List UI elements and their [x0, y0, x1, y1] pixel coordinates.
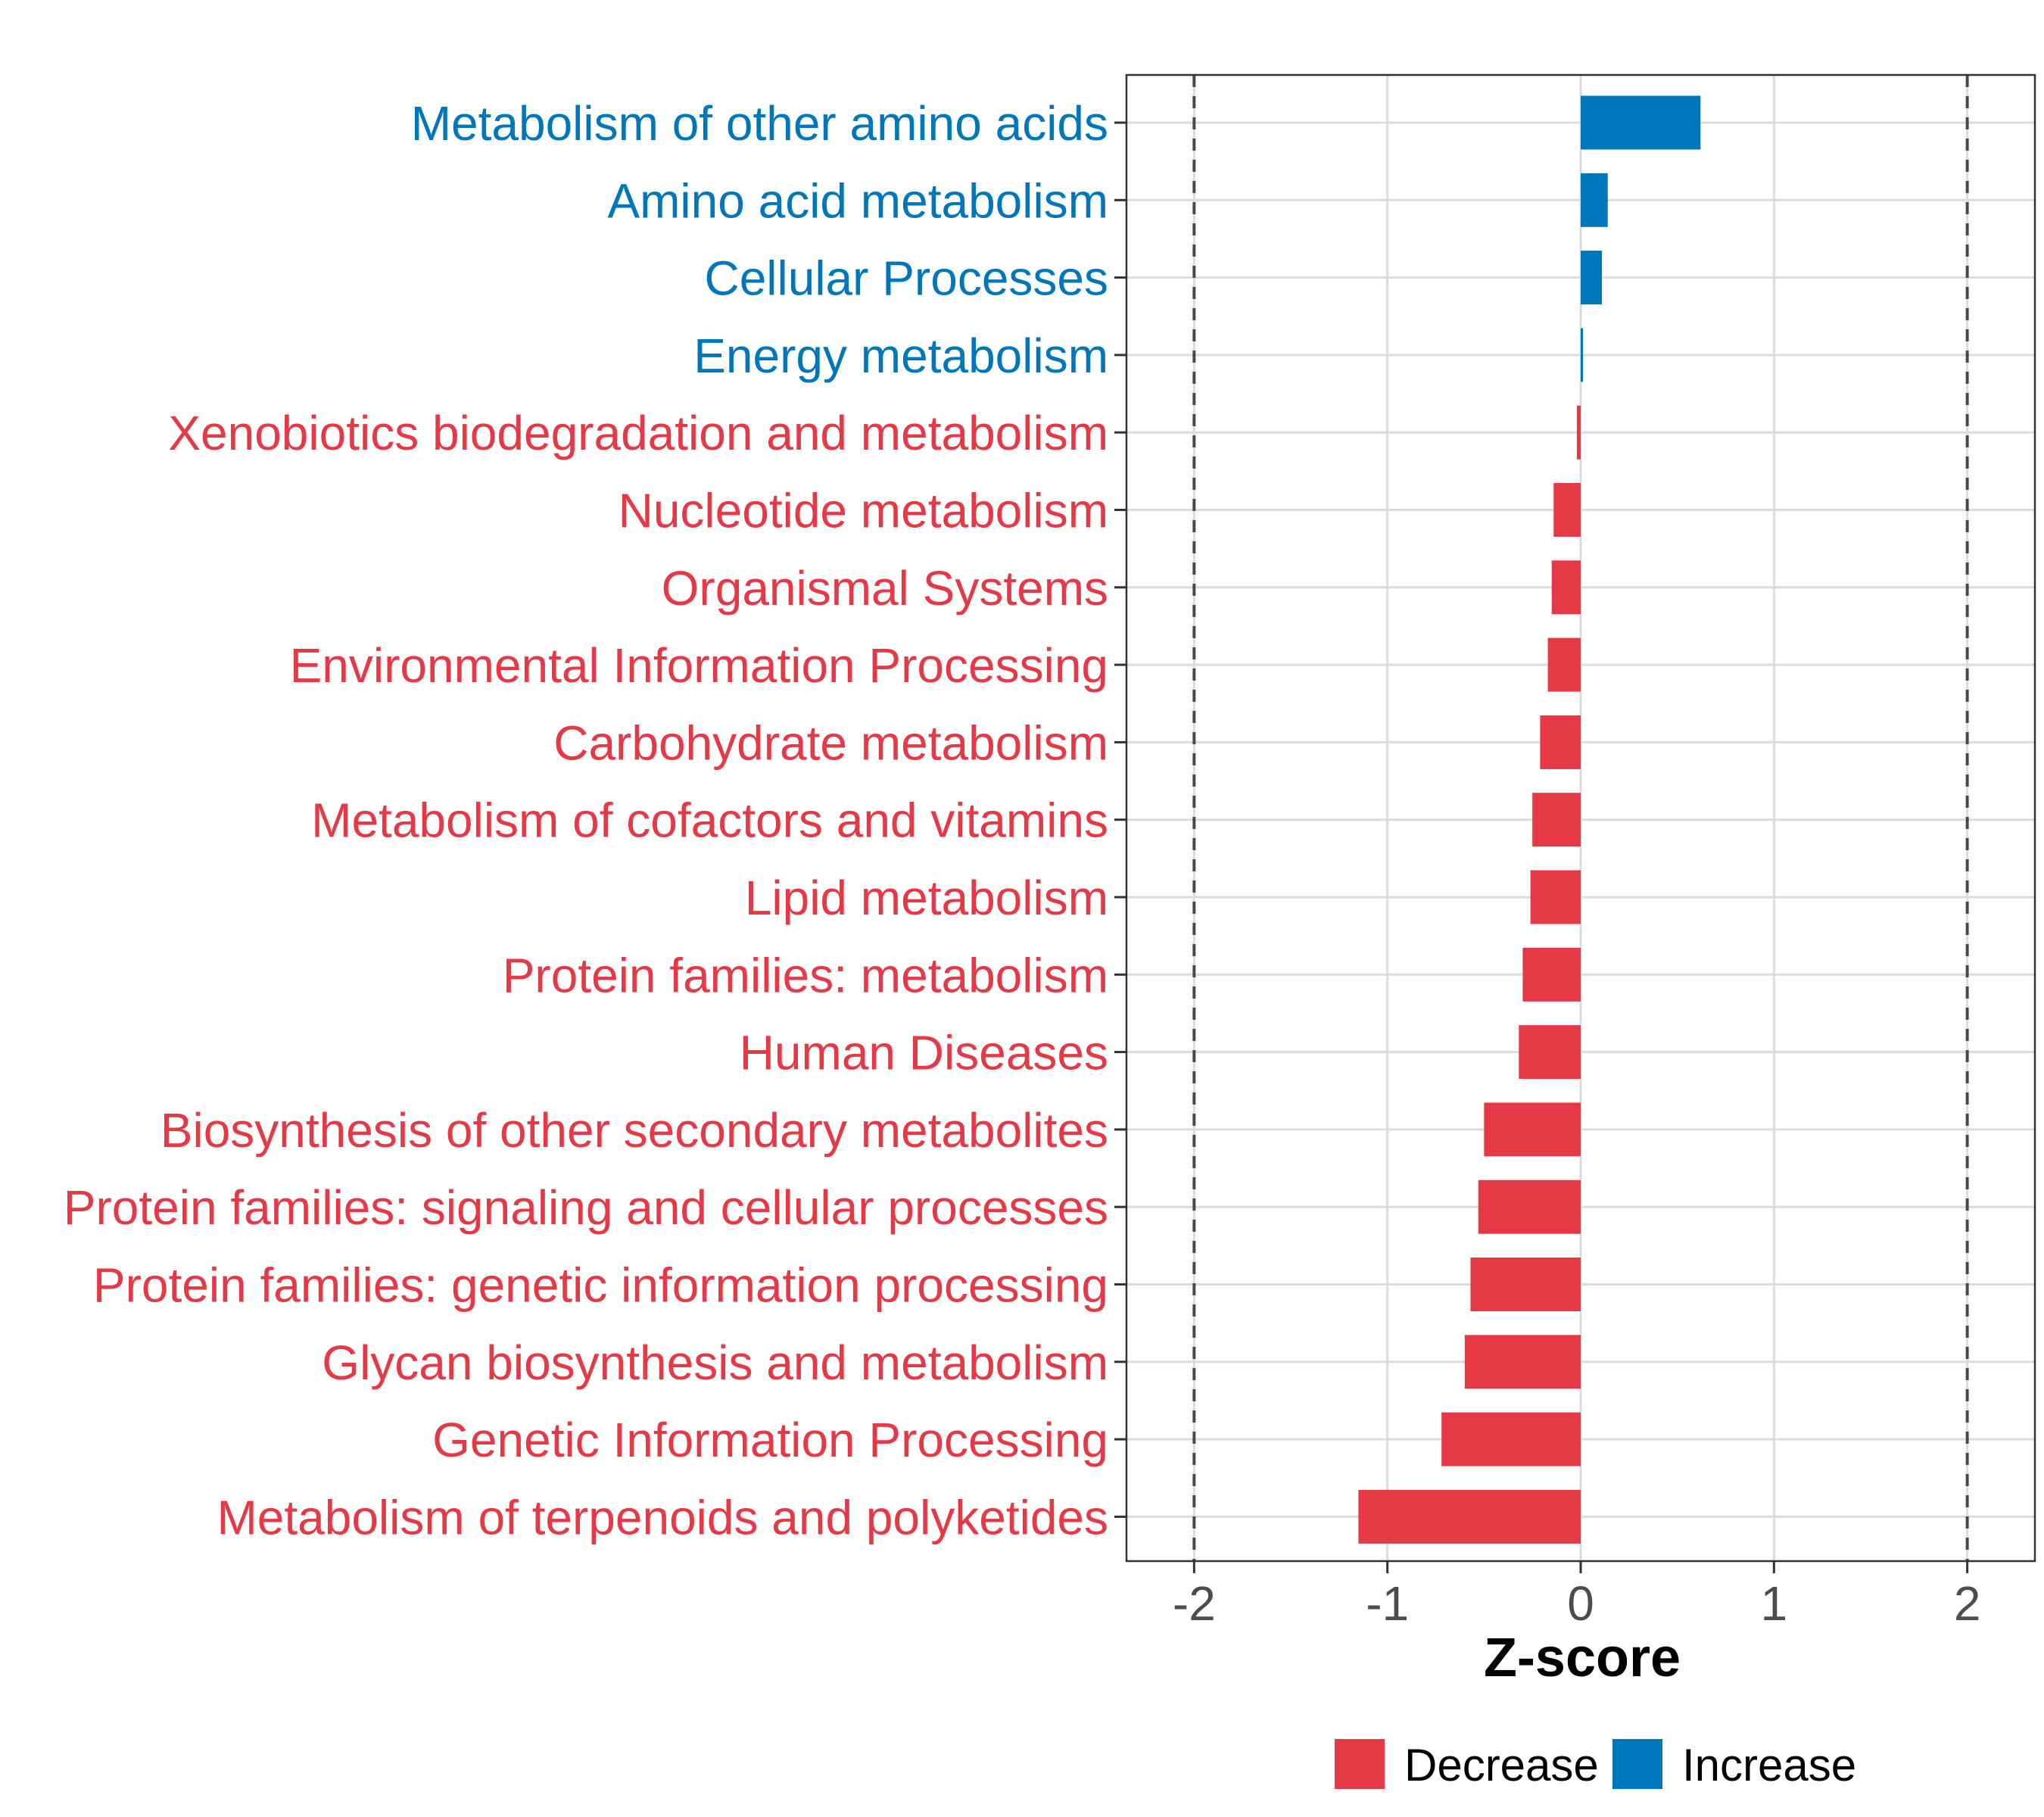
bar	[1519, 1025, 1581, 1080]
legend-swatch-decrease	[1335, 1739, 1385, 1789]
bar	[1530, 870, 1581, 924]
category-label: Human Diseases	[740, 1026, 1108, 1080]
legend-label-decrease: Decrease	[1404, 1740, 1599, 1791]
bar	[1470, 1258, 1581, 1311]
category-label: Nucleotide metabolism	[618, 484, 1108, 538]
category-label: Glycan biosynthesis and metabolism	[322, 1335, 1108, 1390]
category-label: Energy metabolism	[693, 329, 1108, 383]
category-label: Protein families: metabolism	[503, 948, 1108, 1002]
bar	[1478, 1180, 1581, 1234]
x-tick-label: 0	[1567, 1576, 1594, 1631]
legend-label-increase: Increase	[1682, 1740, 1856, 1791]
x-axis-ticks: -2 -1 0 1 2	[1173, 1561, 1981, 1631]
category-label: Protein families: genetic information pr…	[93, 1258, 1108, 1313]
category-label: Protein families: signaling and cellular…	[64, 1180, 1108, 1235]
category-label: Amino acid metabolism	[607, 173, 1108, 228]
reference-lines	[1192, 75, 1969, 1561]
legend: Decrease Increase	[1335, 1739, 1856, 1791]
y-axis-ticks	[1114, 121, 1126, 1518]
bar	[1581, 173, 1608, 227]
bar	[1553, 483, 1581, 537]
bar	[1576, 405, 1581, 460]
bar	[1522, 947, 1581, 1002]
x-tick-label: 2	[1954, 1576, 1981, 1631]
bar	[1551, 560, 1581, 615]
y-axis-category-labels: Metabolism of other amino acids Amino aci…	[64, 96, 1108, 1544]
bar	[1484, 1102, 1581, 1157]
bar	[1540, 715, 1581, 769]
category-label: Lipid metabolism	[745, 871, 1108, 925]
x-axis-title: Z-score	[1484, 1628, 1681, 1688]
bars	[1358, 95, 1701, 1544]
bar	[1464, 1335, 1581, 1389]
category-label: Xenobiotics biodegradation and metabolis…	[168, 406, 1108, 460]
category-label: Environmental Information Processing	[290, 638, 1108, 693]
category-label: Biosynthesis of other secondary metaboli…	[160, 1103, 1108, 1158]
legend-swatch-increase	[1612, 1739, 1662, 1789]
category-label: Metabolism of cofactors and vitamins	[311, 793, 1108, 848]
x-tick-label: -2	[1173, 1576, 1216, 1631]
bar	[1581, 328, 1583, 382]
x-tick-label: -1	[1366, 1576, 1409, 1631]
x-tick-label: 1	[1761, 1576, 1788, 1631]
bar	[1441, 1412, 1581, 1466]
category-label: Carbohydrate metabolism	[553, 715, 1108, 770]
category-label: Genetic Information Processing	[432, 1413, 1108, 1467]
category-label: Organismal Systems	[662, 561, 1108, 616]
category-label: Metabolism of other amino acids	[411, 96, 1108, 151]
bar	[1581, 95, 1701, 150]
bar	[1358, 1489, 1581, 1544]
bar	[1547, 637, 1581, 692]
bar	[1581, 251, 1603, 305]
category-label: Metabolism of terpenoids and polyketides	[217, 1490, 1108, 1544]
bar	[1532, 793, 1581, 847]
category-label: Cellular Processes	[704, 251, 1108, 306]
